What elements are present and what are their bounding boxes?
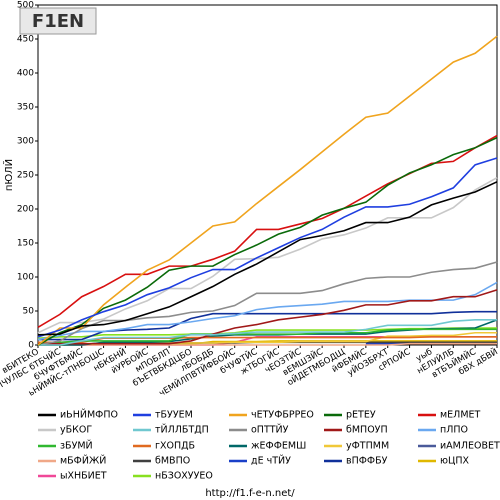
y-tick-label: 250: [17, 171, 34, 181]
legend-label: вПФФБУ: [346, 456, 388, 467]
footer: http://f1.f-e-n.net/: [205, 488, 295, 499]
y-axis-label: пЮЛЙ: [2, 159, 15, 191]
y-tick-label: 50: [23, 307, 35, 317]
series-line: [38, 342, 497, 346]
series-line: [38, 319, 497, 346]
logo-box: [19, 7, 97, 35]
legend-label: уФТПММ: [346, 441, 389, 452]
legend-label: юЦПХ: [440, 456, 470, 467]
logo: F1EN: [32, 11, 84, 32]
series-line: [37, 35, 498, 346]
legend-label: чЕТУФБРРЕО: [251, 410, 314, 421]
legend-label: гХОПДБ: [155, 441, 195, 452]
legend-label: мБФЙЖЙ: [60, 455, 106, 467]
legend-label: нБЗОХУУЕО: [155, 471, 213, 482]
y-tick-label: 100: [17, 273, 34, 283]
series-line: [37, 261, 498, 346]
y-tick-label: 300: [17, 137, 34, 147]
series-line: [37, 328, 497, 346]
legend-label: мЕЛМЕТ: [440, 410, 481, 421]
legend-label: бМПОУП: [346, 425, 388, 436]
legend-label: иАМЛЕОВЕТЗ: [440, 441, 500, 452]
legend-label: уБКОГ: [60, 425, 92, 436]
series-line: [37, 136, 498, 346]
y-tick-label: 0: [28, 341, 34, 351]
legend-label: ыХНБИЕТ: [60, 471, 107, 482]
legend-label: зБУМЙ: [60, 440, 93, 452]
legend-label: дЕ чТЙУ: [251, 455, 291, 467]
y-tick-label: 200: [17, 205, 34, 215]
series-line: [37, 157, 498, 338]
y-tick-label: 500: [17, 1, 34, 11]
legend-label: иЬНЙМФПО: [60, 409, 118, 421]
legend-label: рЕТЕУ: [346, 410, 376, 421]
legend-label: оПТТЙУ: [251, 424, 289, 436]
series-line: [37, 134, 498, 329]
legend-label: тБУУЕМ: [155, 410, 193, 421]
legend-label: пЛПО: [440, 425, 468, 436]
series-line: [37, 177, 498, 334]
legend-label: жЕФФЕМШ: [251, 441, 306, 452]
legend-label: бМВПО: [155, 456, 190, 467]
y-tick-label: 150: [17, 239, 34, 249]
y-tick-label: 400: [17, 69, 34, 79]
legend-label: тЙЛЛБТДП: [155, 424, 209, 436]
series-line: [38, 289, 498, 345]
y-tick-label: 350: [17, 103, 34, 113]
y-tick-label: 450: [17, 35, 34, 45]
series-line: [37, 181, 498, 336]
